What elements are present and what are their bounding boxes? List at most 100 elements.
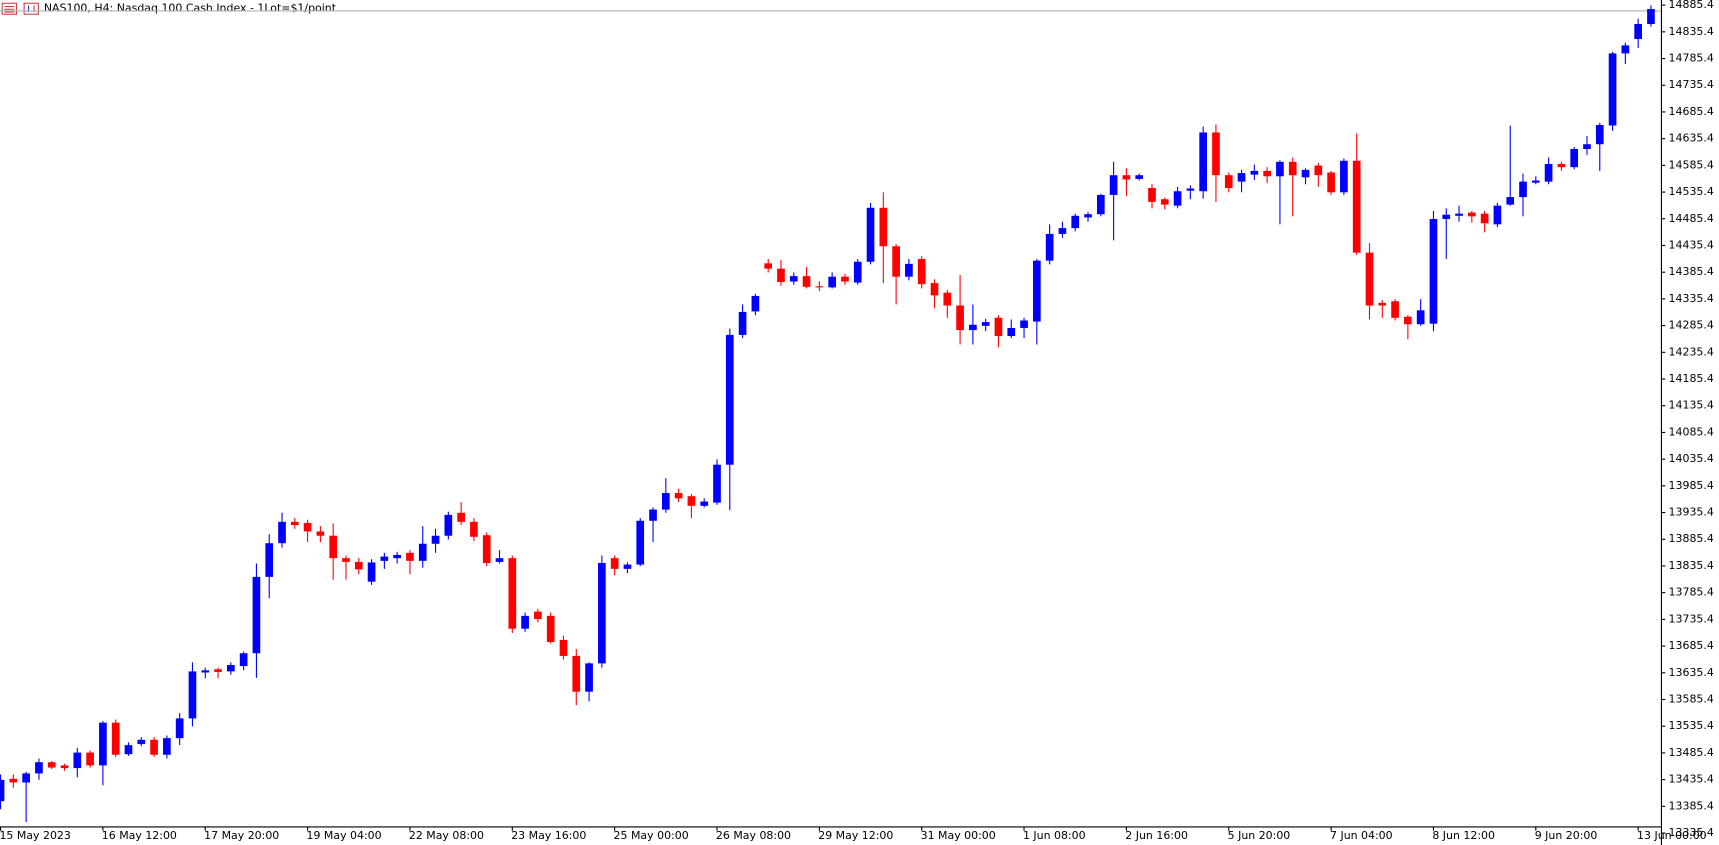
candle-body (150, 739, 158, 755)
candle-body (1621, 45, 1630, 54)
candle-body (1096, 194, 1105, 215)
candle-body (175, 718, 184, 739)
candle-body (1531, 180, 1540, 183)
y-tick-label: 13435.4 (1669, 773, 1714, 786)
candle-body (1583, 144, 1591, 150)
candle-body (943, 292, 952, 306)
candle-body (1148, 188, 1156, 202)
candle-body (35, 762, 43, 774)
candle-body (713, 464, 721, 503)
x-tick-label: 2 Jun 16:00 (1125, 829, 1188, 842)
x-tick-label: 29 May 12:00 (818, 829, 893, 842)
x-tick-label: 31 May 00:00 (921, 829, 996, 842)
candle-body (342, 558, 350, 562)
candle-body (1429, 218, 1438, 324)
y-tick-label: 13985.4 (1669, 479, 1714, 492)
y-tick-label: 13835.4 (1669, 559, 1714, 572)
candle-body (1135, 175, 1144, 179)
candle-body (1020, 320, 1028, 328)
candle-body (815, 286, 824, 288)
y-tick-label: 14835.4 (1669, 25, 1714, 38)
x-tick-label: 25 May 00:00 (614, 829, 689, 842)
candle-body (969, 324, 977, 331)
candle-body (1276, 161, 1284, 177)
candle-body (674, 493, 683, 499)
candle-body (1480, 213, 1489, 224)
y-tick-label: 13735.4 (1669, 612, 1714, 625)
candle-body (1352, 160, 1361, 253)
candle-body (661, 493, 670, 510)
candle-body (111, 722, 120, 755)
candle-body (789, 276, 798, 282)
candle-body (1634, 24, 1642, 39)
y-tick-label: 14735.4 (1669, 78, 1714, 91)
icon-chart[interactable] (23, 2, 39, 15)
y-tick-label: 13585.4 (1669, 693, 1714, 706)
y-tick-label: 14485.4 (1669, 212, 1714, 225)
candle-body (22, 773, 30, 783)
y-tick-label: 14035.4 (1669, 452, 1714, 465)
candle-body (751, 295, 760, 312)
candle-body (482, 535, 491, 563)
candle-body (418, 543, 427, 561)
candle-body (124, 745, 133, 755)
candle-body (1468, 212, 1476, 217)
x-tick-label: 16 May 12:00 (102, 829, 177, 842)
candle-body (725, 334, 734, 465)
candle-body (1199, 132, 1208, 192)
y-tick-label: 14785.4 (1669, 52, 1714, 65)
candle-body (163, 738, 171, 755)
x-tick-label: 7 Jun 04:00 (1330, 829, 1393, 842)
candle-body (879, 207, 888, 247)
candle-body (1224, 175, 1233, 189)
x-tick-label: 5 Jun 20:00 (1228, 829, 1291, 842)
candle-body (508, 558, 517, 629)
candle-body (227, 664, 235, 672)
candle-body (290, 521, 299, 526)
candle-body (866, 207, 875, 262)
candle-body (1455, 213, 1463, 216)
candle-body (1084, 214, 1092, 218)
candle-body (598, 562, 606, 664)
candle-body (60, 765, 69, 769)
candle-body (1109, 175, 1118, 195)
x-tick-label: 17 May 20:00 (204, 829, 279, 842)
candle-body (1570, 149, 1579, 168)
chart-title: NAS100, H4: Nasdaq 100 Cash Index - 1Lot… (44, 2, 337, 15)
candle-body (956, 305, 964, 331)
y-tick-label: 14085.4 (1669, 425, 1714, 438)
candle-body (777, 268, 785, 283)
y-tick-label: 14135.4 (1669, 399, 1714, 412)
candle-body (316, 531, 325, 536)
candle-body (1314, 165, 1323, 176)
candle-body (610, 558, 619, 569)
y-tick-label: 13385.4 (1669, 799, 1714, 812)
candle-body (354, 561, 363, 570)
candle-body (239, 653, 248, 667)
candle-body (1250, 170, 1259, 175)
candle-body (585, 663, 593, 692)
candle-body (1186, 188, 1195, 191)
candle-body (367, 562, 376, 582)
candle-body (470, 521, 478, 537)
y-tick-label: 13335.4 (1669, 826, 1714, 839)
candle-body (994, 317, 1003, 336)
candle-body (1160, 199, 1169, 205)
candle-body (1173, 191, 1182, 206)
candle-body (1237, 173, 1246, 182)
candle-body (700, 501, 709, 506)
x-tick-label: 26 May 08:00 (716, 829, 791, 842)
y-tick-label: 14385.4 (1669, 265, 1714, 278)
candle-body (329, 535, 338, 559)
x-tick-label: 13 Jun 00:00 (1637, 829, 1707, 842)
y-tick-label: 14585.4 (1669, 158, 1714, 171)
candle-body (1058, 228, 1067, 234)
candle-body (546, 615, 555, 643)
y-tick-label: 14235.4 (1669, 345, 1714, 358)
x-tick-label: 15 May 2023 (0, 829, 71, 842)
candle-body (853, 261, 862, 283)
x-tick-label: 8 Jun 12:00 (1432, 829, 1495, 842)
candle-body (380, 556, 389, 561)
candle-body (214, 669, 222, 672)
